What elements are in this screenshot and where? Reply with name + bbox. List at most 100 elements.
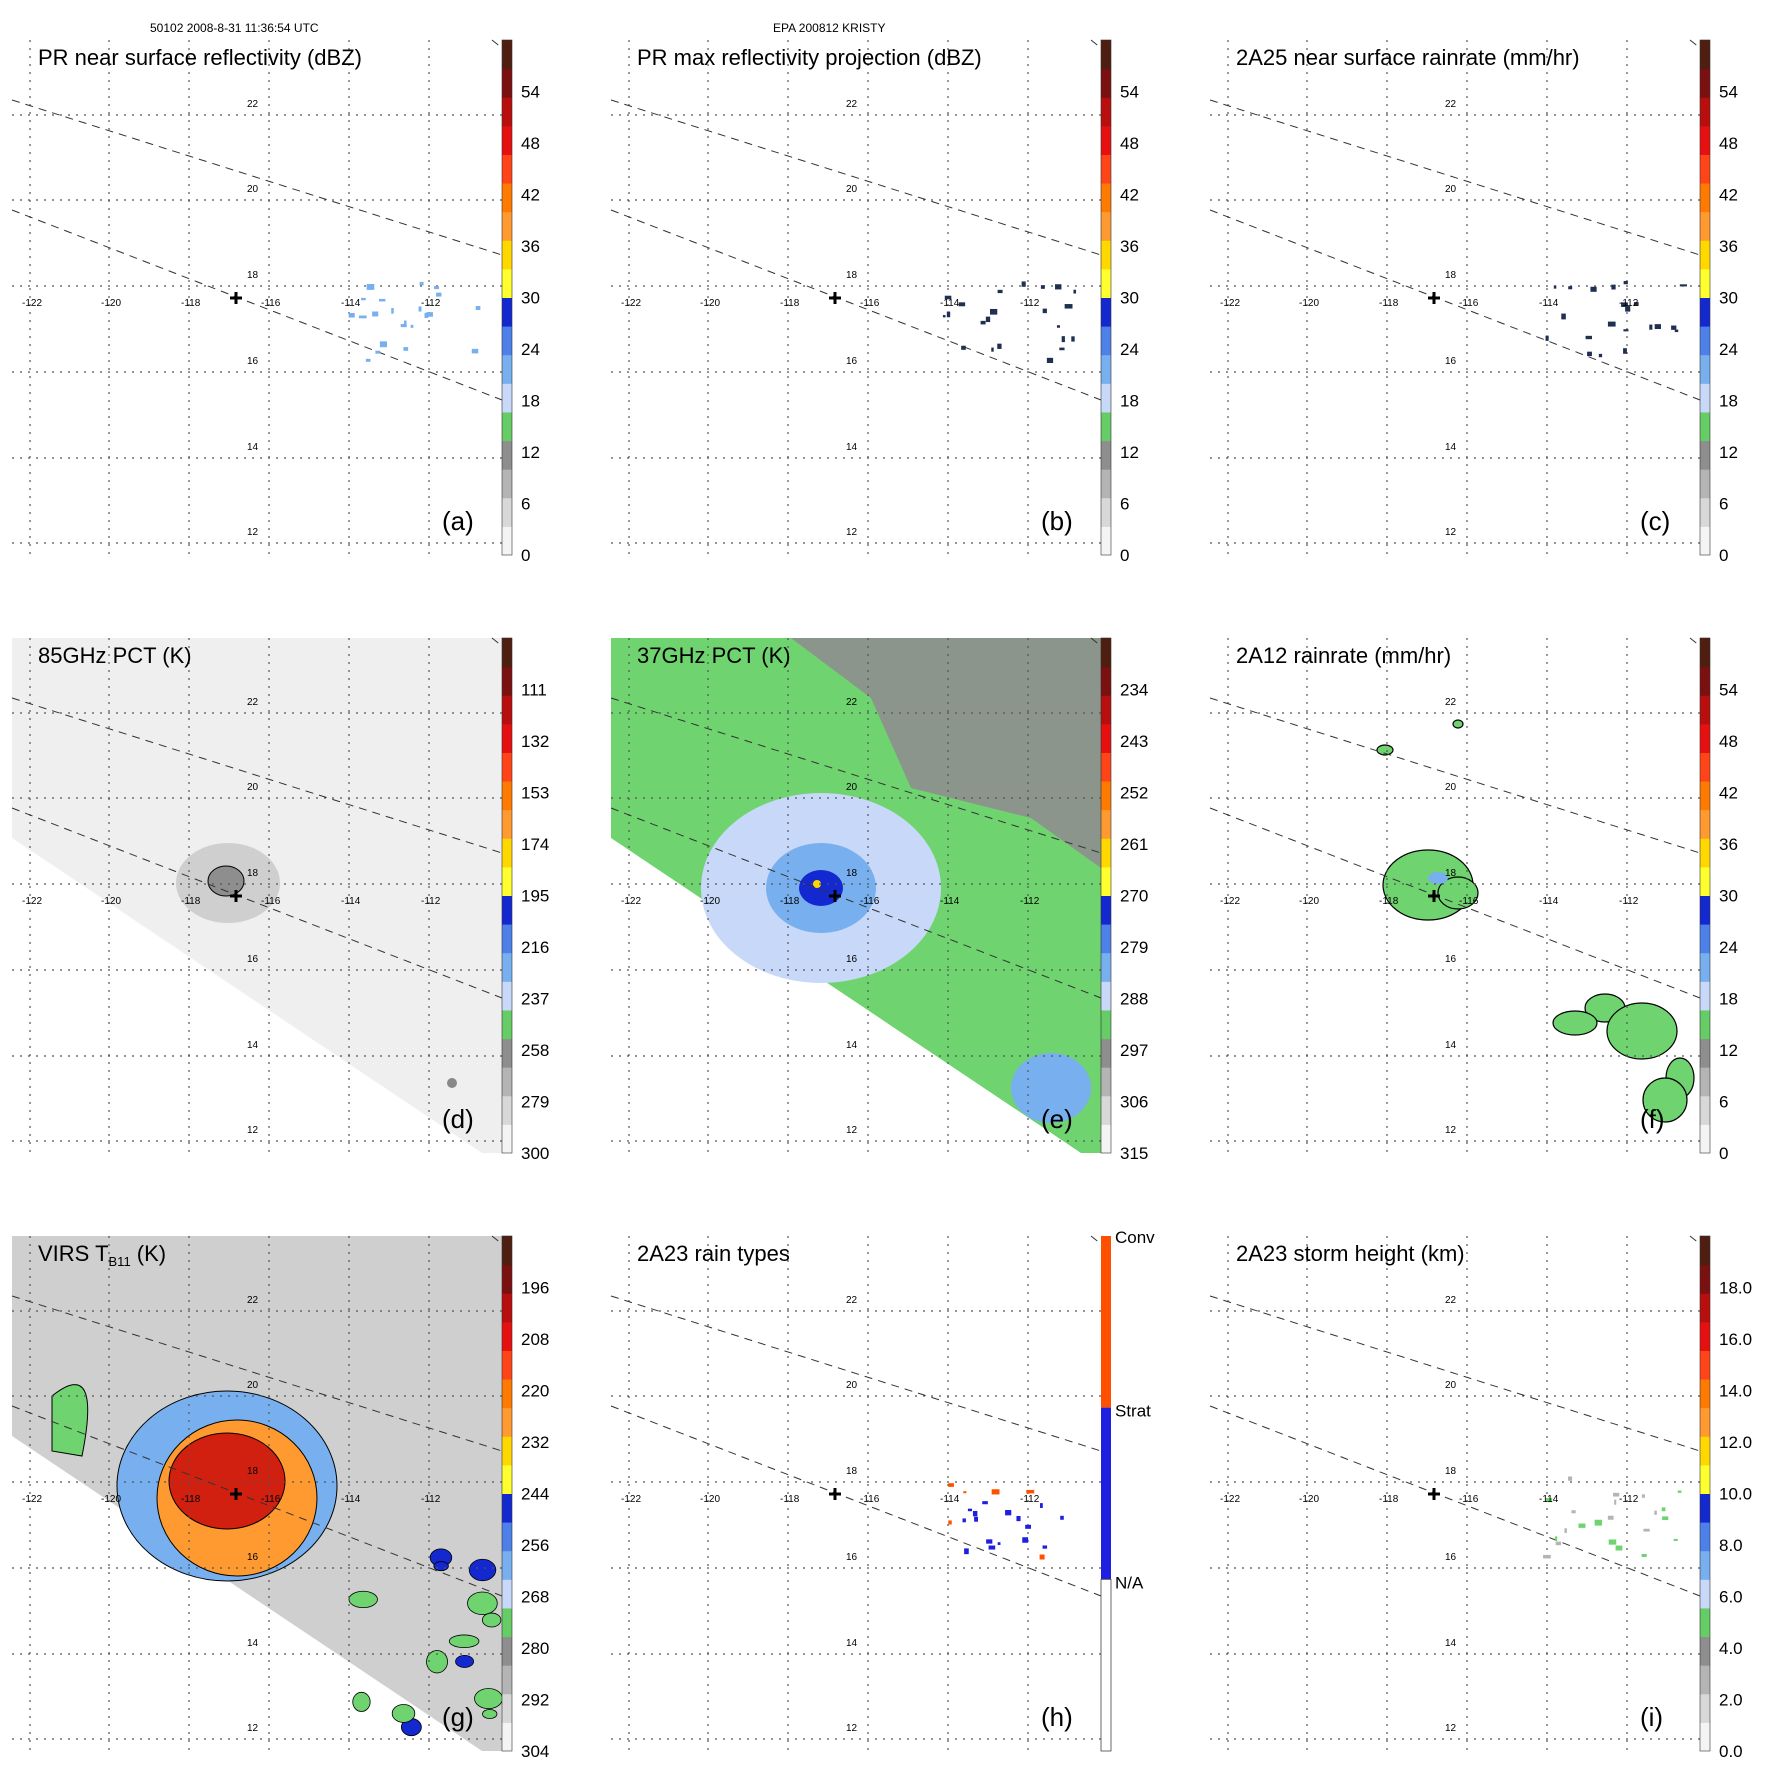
storm-center-icon	[1428, 890, 1440, 902]
colorbar-tick-label: 30	[521, 289, 540, 308]
radar-echo	[1607, 321, 1616, 327]
colorbar-segment	[1101, 638, 1111, 668]
convective-cell	[433, 1561, 449, 1572]
latitude-label: 22	[846, 697, 858, 708]
longitude-label: -116	[261, 1494, 281, 1505]
rain-area	[1376, 744, 1394, 756]
colorbar-tick-label: 174	[521, 835, 549, 854]
colorbar-tick-label: 195	[521, 887, 549, 906]
colorbar-segment	[1700, 781, 1710, 811]
longitude-label: -120	[700, 896, 720, 907]
longitude-label: -122	[621, 896, 641, 907]
colorbar-tick-label: 42	[1719, 784, 1738, 803]
colorbar-segment	[1700, 895, 1710, 925]
colorbar-segment	[1101, 666, 1111, 696]
colorbar-tick-label: 288	[1120, 990, 1148, 1009]
colorbar-segment	[1700, 924, 1710, 954]
colorbar-segment	[1700, 297, 1710, 327]
radar-echo	[418, 306, 422, 312]
longitude-label: -116	[261, 896, 281, 907]
colorbar-segment	[1700, 211, 1710, 241]
cold-core	[168, 1432, 286, 1530]
colorbar-segment	[1700, 440, 1710, 470]
colorbar-segment	[1101, 183, 1111, 213]
colorbar-tick-label: 30	[1719, 289, 1738, 308]
colorbar-segment	[1700, 666, 1710, 696]
colorbar-segment	[1101, 211, 1111, 241]
radar-echo	[1677, 1490, 1682, 1493]
colorbar-tick-label: 48	[1120, 134, 1139, 153]
radar-echo	[1641, 1494, 1645, 1498]
colorbar-segment	[1101, 781, 1111, 811]
colorbar-segment	[1101, 695, 1111, 725]
panel-letter: (i)	[1640, 1702, 1663, 1732]
colorbar-segment	[502, 838, 512, 868]
radar-echo	[1055, 284, 1062, 290]
convective-cell	[474, 1688, 503, 1709]
colorbar-tick-label: 30	[1719, 887, 1738, 906]
radar-echo	[1623, 348, 1627, 354]
colorbar-segment	[502, 383, 512, 413]
colorbar-segment	[502, 526, 512, 556]
colorbar-segment	[1700, 866, 1710, 896]
radar-echo	[1633, 302, 1639, 306]
longitude-label: -112	[1619, 896, 1639, 907]
cloud-band	[51, 1384, 89, 1457]
colorbar-tick-label: 261	[1120, 835, 1148, 854]
colorbar-segment	[502, 211, 512, 241]
pr-swath-edge	[1689, 39, 1701, 49]
colorbar-segment	[1700, 1095, 1710, 1125]
colorbar-segment	[1700, 1464, 1710, 1494]
colorbar-e: 315 306 297 288 279 270 261 252 243 234	[1100, 637, 1148, 1163]
longitude-label: -120	[700, 1494, 720, 1505]
colorbar-tick-label: 234	[1120, 681, 1148, 700]
colorbar-tick-label: 237	[521, 990, 549, 1009]
eye-marker	[813, 880, 821, 888]
colorbar-segment	[1700, 469, 1710, 499]
colorbar-segment	[1101, 752, 1111, 782]
panel-f: -122 -120 -118 -116 -114 -112 22 20 18 16 14 12 2A12…	[1209, 637, 1701, 1153]
colorbar-segment	[1101, 952, 1111, 982]
latitude-label: 16	[247, 356, 259, 367]
radar-echo	[400, 324, 407, 328]
colorbar-segment	[1101, 1095, 1111, 1125]
latitude-label: 18	[846, 868, 858, 879]
pr-swath-edge	[491, 39, 503, 49]
colorbar-segment	[1700, 952, 1710, 982]
latitude-label: 22	[1445, 99, 1457, 110]
colorbar-segment	[1101, 469, 1111, 499]
latitude-label: 16	[1445, 954, 1457, 965]
colorbar-tick-label: 48	[521, 134, 540, 153]
colorbar-segment	[1700, 68, 1710, 98]
orbit-time-header: 50102 2008-8-31 11:36:54 UTC	[150, 21, 319, 35]
colorbar-segment	[1700, 183, 1710, 213]
convective-cell	[481, 1612, 502, 1628]
radar-echo	[972, 1510, 978, 1517]
rain-area	[1642, 1077, 1688, 1123]
convective-cell	[426, 1650, 448, 1674]
colorbar-segment	[502, 866, 512, 896]
latitude-label: 20	[1445, 1380, 1457, 1391]
colorbar-segment	[502, 1095, 512, 1125]
latitude-label: 14	[846, 442, 858, 453]
colorbar-tick-label: 36	[521, 237, 540, 256]
colorbar-stratiform-segment	[1101, 1407, 1111, 1580]
radar-echo	[1623, 280, 1628, 285]
colorbar-segment	[502, 125, 512, 155]
colorbar-tick-label: 280	[521, 1639, 549, 1658]
convective-cell	[448, 1634, 480, 1649]
colorbar-segment	[502, 411, 512, 442]
colorbar-tick-label: 0	[1719, 546, 1728, 565]
colorbar-segment	[502, 1124, 512, 1154]
radar-echo	[1641, 1554, 1647, 1557]
longitude-label: -116	[1459, 1494, 1479, 1505]
radar-echo	[982, 1501, 988, 1505]
radar-echo	[1040, 285, 1045, 289]
colorbar-tick-label: 54	[1719, 681, 1738, 700]
radar-echo	[1588, 353, 1591, 356]
latitude-label: 18	[247, 868, 259, 879]
longitude-label: -122	[621, 298, 641, 309]
panel-letter: (a)	[442, 506, 474, 536]
radar-echo	[348, 312, 355, 318]
colorbar-tick-label: 6	[1719, 1093, 1728, 1112]
